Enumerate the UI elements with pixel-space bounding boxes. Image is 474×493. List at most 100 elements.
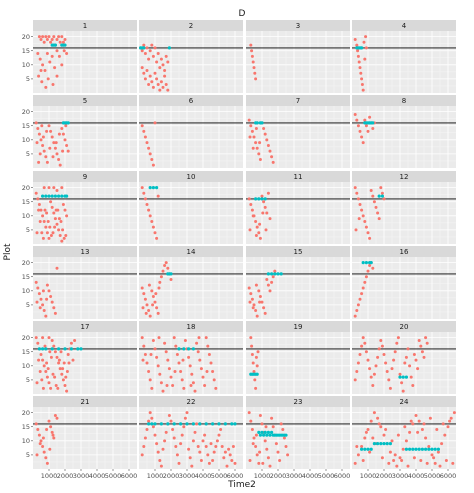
facet-strip [246, 396, 350, 407]
data-point-red [254, 77, 258, 81]
facet-panel-15: 15 [246, 246, 350, 319]
data-point-red [366, 269, 370, 273]
y-tick-label: 20 [22, 409, 30, 417]
data-point-red [209, 361, 213, 365]
data-point-red [57, 358, 61, 362]
data-point-red [63, 138, 67, 142]
data-point-red [396, 433, 400, 437]
data-point-red [358, 203, 362, 207]
data-point-red [251, 306, 255, 310]
facet-panel-7: 7 [246, 95, 350, 168]
data-point-teal [257, 430, 261, 434]
x-tick-label: 3000 [179, 472, 196, 480]
data-point-red [41, 35, 45, 39]
data-point-red [47, 336, 51, 340]
data-point-red [166, 266, 170, 270]
data-point-red [363, 219, 367, 223]
x-tick-label: 6000 [121, 472, 138, 480]
data-point-red [55, 416, 59, 420]
y-tick-label: 10 [22, 136, 30, 144]
data-point-red [48, 350, 52, 354]
data-point-red [155, 60, 159, 64]
data-point-red [39, 138, 43, 142]
data-point-red [177, 361, 181, 365]
data-point-red [44, 314, 48, 318]
data-point-red [37, 433, 41, 437]
data-point-red [142, 129, 146, 133]
data-point-red [36, 127, 40, 131]
data-point-red [52, 186, 56, 190]
data-point-red [41, 289, 45, 293]
data-point-red [156, 83, 160, 87]
data-point-red [195, 422, 199, 426]
facet-panel-3: 3 [246, 20, 350, 93]
data-point-red [393, 453, 397, 457]
data-point-red [37, 132, 41, 136]
facet-panel-6: 6 [139, 95, 243, 168]
data-point-red [400, 381, 404, 385]
data-point-red [379, 338, 383, 342]
data-point-red [398, 372, 402, 376]
data-point-red [150, 43, 154, 47]
data-point-red [371, 127, 375, 131]
data-point-red [271, 425, 275, 429]
data-point-red [153, 46, 157, 50]
data-point-red [451, 461, 455, 465]
data-point-red [209, 442, 213, 446]
facet-plot-area [139, 106, 243, 168]
data-point-red [60, 35, 64, 39]
data-point-red [52, 141, 56, 145]
data-point-red [150, 219, 154, 223]
data-point-red [195, 341, 199, 345]
data-point-red [52, 344, 56, 348]
facet-panel-2: 2 [139, 20, 243, 93]
data-point-red [404, 439, 408, 443]
x-tick-label: 3000 [392, 472, 409, 480]
data-point-teal [364, 261, 368, 265]
data-point-red [377, 347, 381, 351]
data-point-red [45, 375, 49, 379]
data-point-red [364, 124, 368, 128]
data-point-red [251, 214, 255, 218]
data-point-teal [284, 433, 288, 437]
data-point-teal [360, 447, 364, 451]
data-point-red [258, 450, 262, 454]
data-point-red [360, 135, 364, 139]
data-point-red [248, 300, 252, 304]
data-point-red [271, 160, 275, 164]
data-point-red [261, 461, 265, 465]
data-point-red [53, 311, 57, 315]
data-point-red [266, 191, 270, 195]
data-point-red [361, 459, 365, 463]
data-point-red [143, 436, 147, 440]
data-point-red [250, 297, 254, 301]
data-point-teal [411, 447, 415, 451]
facet-strip-label: 20 [400, 323, 409, 331]
data-point-red [52, 436, 56, 440]
facet-strip-label: 3 [296, 22, 300, 30]
data-point-teal [187, 347, 191, 351]
data-point-red [38, 219, 42, 223]
facet-panel-18: 18 [139, 321, 243, 394]
data-point-red [147, 283, 151, 287]
data-point-teal [276, 272, 280, 276]
data-point-red [252, 436, 256, 440]
data-point-red [366, 358, 370, 362]
data-point-teal [53, 43, 58, 47]
data-point-red [403, 361, 407, 365]
data-point-red [270, 280, 274, 284]
data-point-red [360, 208, 364, 212]
data-point-red [273, 269, 277, 273]
data-point-red [206, 453, 210, 457]
data-point-red [45, 461, 49, 465]
data-point-red [145, 203, 149, 207]
data-point-red [53, 350, 57, 354]
data-point-red [369, 375, 373, 379]
data-point-red [36, 428, 40, 432]
data-point-red [45, 283, 49, 287]
data-point-red [422, 422, 426, 426]
data-point-red [57, 361, 61, 365]
data-point-red [354, 228, 358, 232]
data-point-red [150, 158, 154, 162]
data-point-red [249, 292, 253, 296]
